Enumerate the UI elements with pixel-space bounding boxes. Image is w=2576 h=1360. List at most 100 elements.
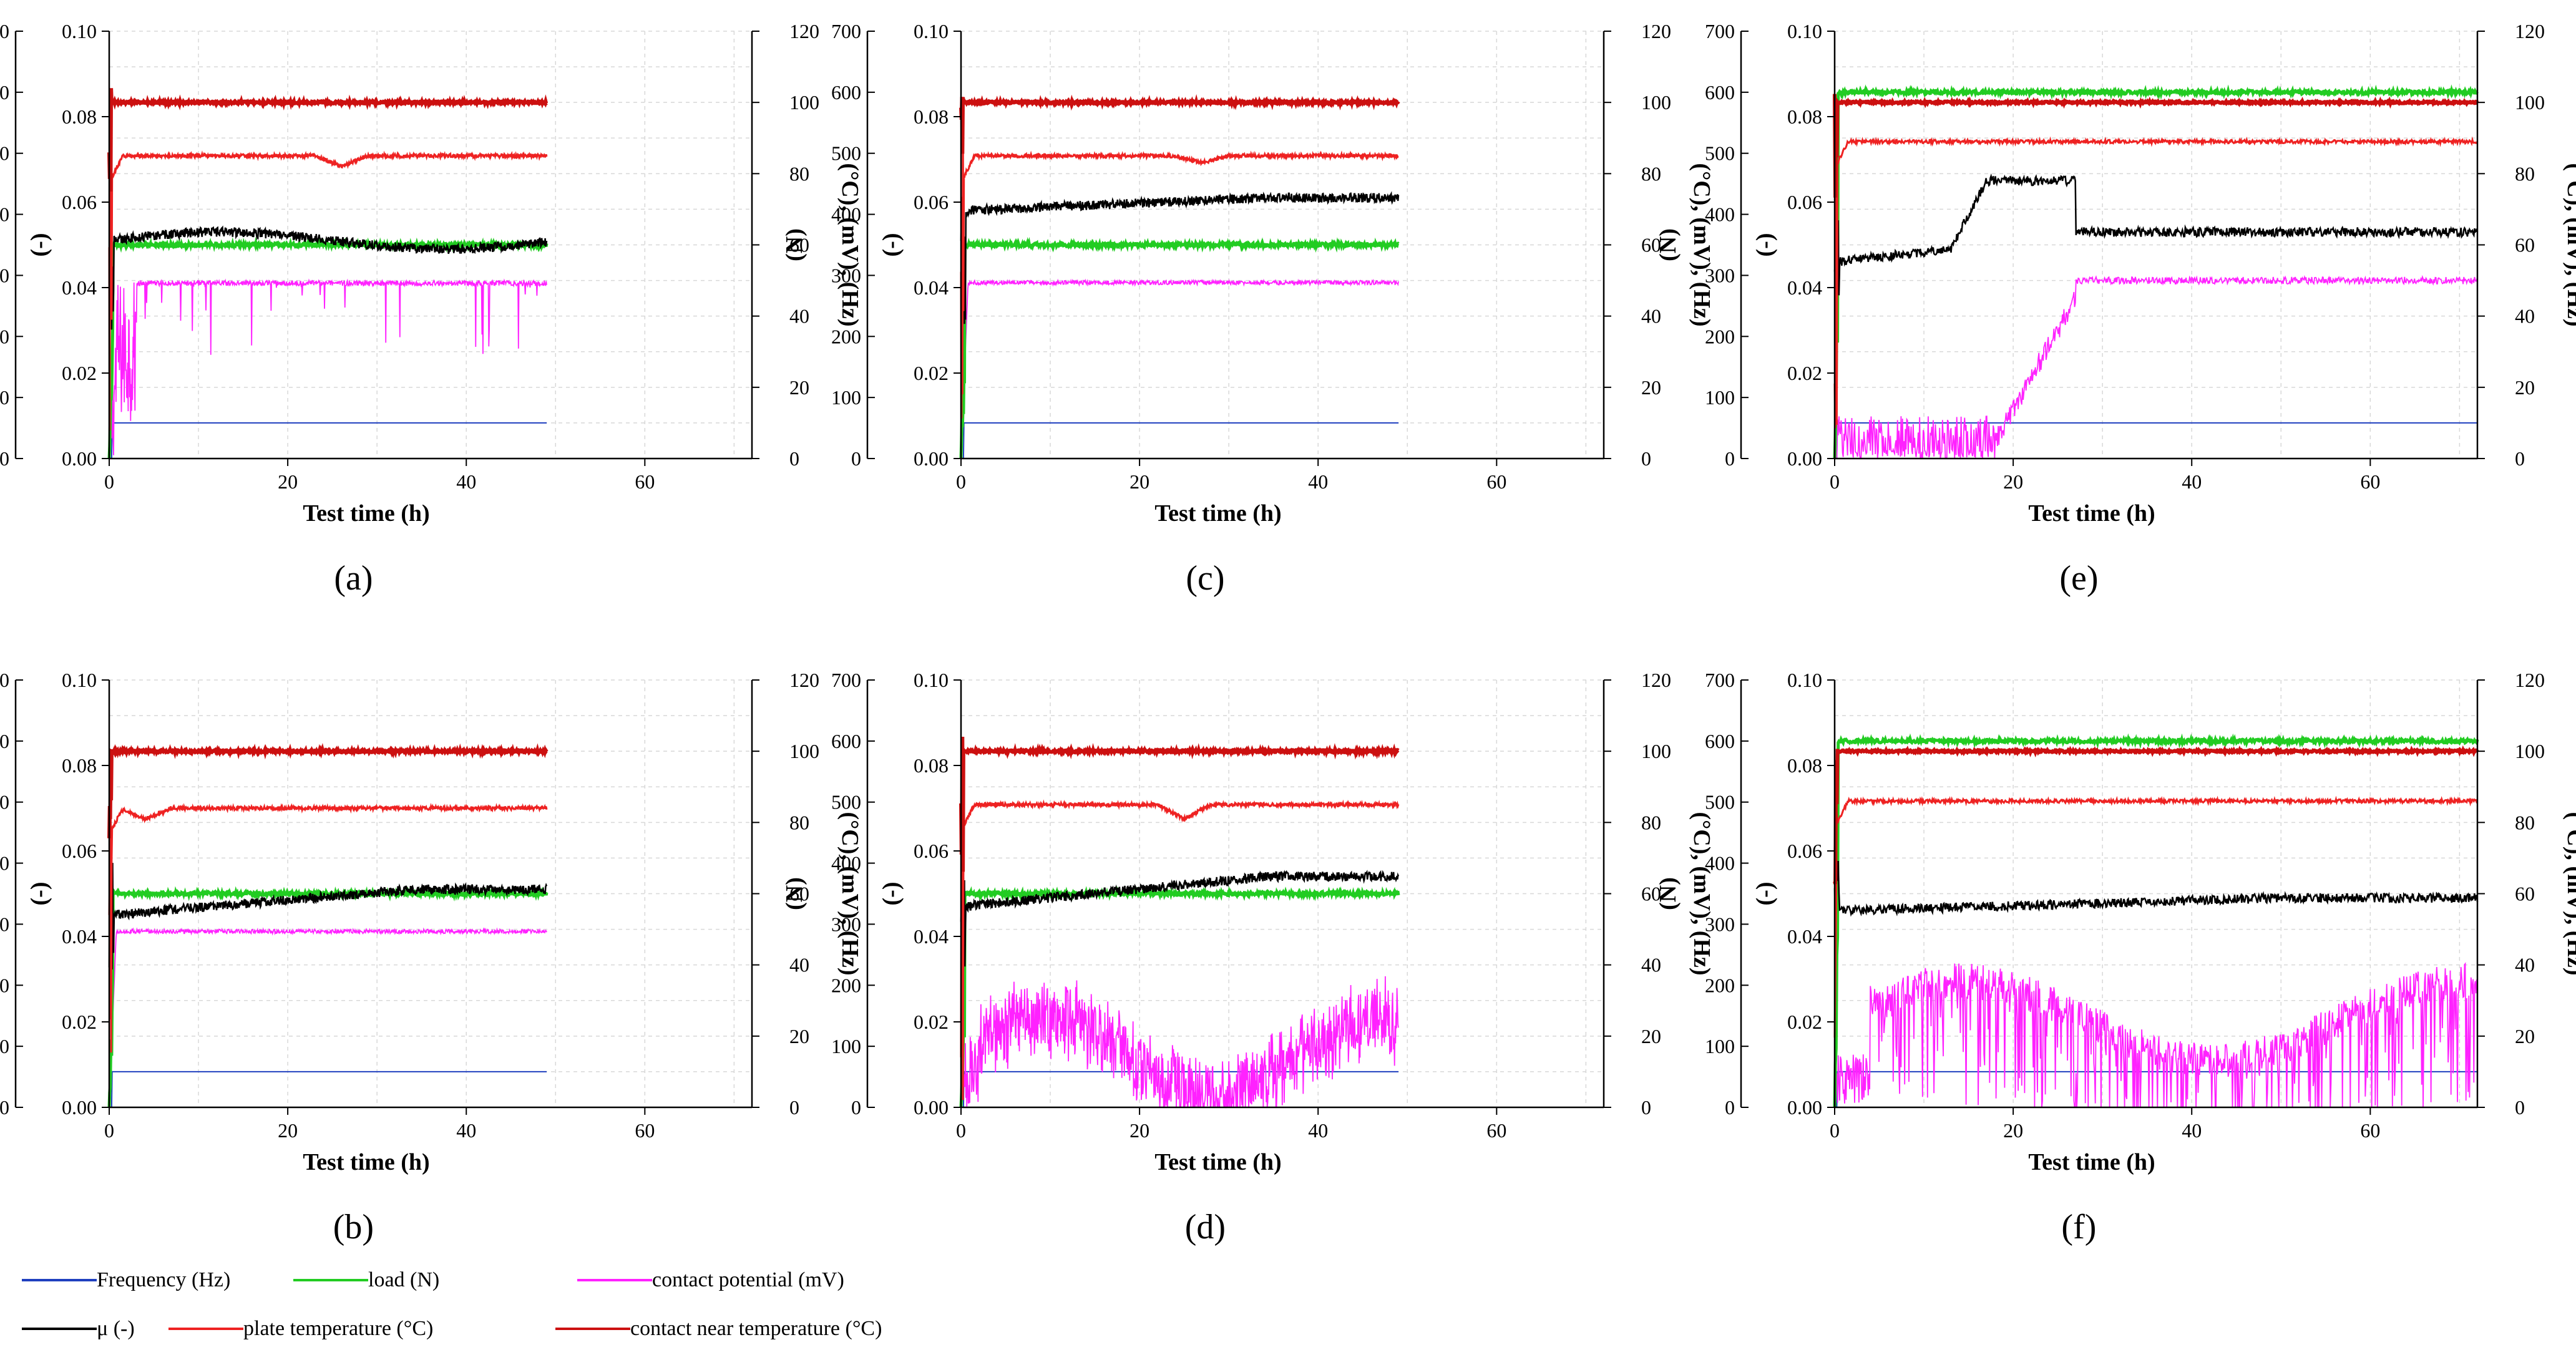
right-tick-label: 80 xyxy=(789,811,809,833)
x-tick-label: 0 xyxy=(104,1119,114,1142)
right-tick-label: 120 xyxy=(2515,20,2545,42)
right-tick-label: 100 xyxy=(2515,740,2545,762)
x-tick-label: 40 xyxy=(2182,1119,2202,1142)
right-tick-label: 80 xyxy=(1641,162,1661,185)
right-tick-label: 20 xyxy=(1641,376,1661,399)
panel-label: (d) xyxy=(1185,1208,1226,1246)
x-tick-label: 40 xyxy=(456,1119,476,1142)
load-tick-label: 0 xyxy=(1725,447,1735,470)
load-axis-label: (N) xyxy=(781,228,807,261)
x-tick-label: 40 xyxy=(1308,1119,1328,1142)
mu-tick-label: 0.00 xyxy=(914,1096,949,1119)
load-tick-label: 200 xyxy=(0,325,9,347)
panel-label: (f) xyxy=(2061,1208,2096,1246)
load-tick-label: 100 xyxy=(0,1035,9,1057)
load-tick-label: 700 xyxy=(1705,20,1735,42)
load-tick-label: 700 xyxy=(0,669,9,691)
x-axis-label: Test time (h) xyxy=(2028,1149,2155,1175)
mu-tick-label: 0.08 xyxy=(62,754,97,777)
panel-f: 0 20 40 600.000.020.040.060.080.10010020030… xyxy=(1655,669,2576,1246)
right-tick-label: 80 xyxy=(2515,162,2535,185)
x-tick-label: 60 xyxy=(1486,470,1506,493)
load-tick-label: 500 xyxy=(1705,142,1735,165)
right-tick-label: 0 xyxy=(789,1096,799,1119)
load-tick-label: 200 xyxy=(1705,974,1735,996)
mu-tick-label: 0.06 xyxy=(1787,840,1822,862)
right-tick-label: 60 xyxy=(789,234,809,256)
right-tick-label: 0 xyxy=(2515,447,2525,470)
right-tick-label: 100 xyxy=(2515,91,2545,114)
x-tick-label: 60 xyxy=(635,470,655,493)
load-tick-label: 600 xyxy=(1705,81,1735,104)
load-tick-label: 300 xyxy=(831,913,861,935)
load-tick-label: 500 xyxy=(1705,791,1735,814)
right-tick-label: 60 xyxy=(1641,234,1661,256)
right-tick-label: 40 xyxy=(2515,305,2535,328)
mu-tick-label: 0.00 xyxy=(62,1096,97,1119)
mu-axis-label: (-) xyxy=(878,233,904,257)
x-tick-label: 20 xyxy=(2003,1119,2023,1142)
series-plate-temperature xyxy=(960,113,1399,419)
right-axis-label: (°C), (mV), (Hz) xyxy=(1689,163,1715,326)
series-contact-potential xyxy=(109,278,547,459)
right-tick-label: 120 xyxy=(2515,669,2545,691)
right-tick-label: 60 xyxy=(1641,883,1661,905)
mu-tick-label: 0.06 xyxy=(1787,191,1822,213)
load-tick-label: 200 xyxy=(831,974,861,996)
panel-label: (e) xyxy=(2059,559,2098,598)
x-tick-label: 20 xyxy=(278,1119,298,1142)
load-tick-label: 100 xyxy=(831,1035,861,1057)
x-tick-label: 0 xyxy=(1830,1119,1840,1142)
x-tick-label: 40 xyxy=(1308,470,1328,493)
series-load xyxy=(959,236,1400,459)
x-tick-label: 60 xyxy=(635,1119,655,1142)
load-tick-label: 700 xyxy=(831,20,861,42)
legend-item-plate: plate temperature (°C) xyxy=(168,1317,433,1340)
series-plate-temperature xyxy=(1833,795,2478,1038)
series-contact-potential xyxy=(960,976,1399,1109)
load-tick-label: 600 xyxy=(1705,730,1735,752)
right-tick-label: 20 xyxy=(1641,1025,1661,1047)
load-tick-label: 400 xyxy=(831,203,861,226)
right-axis-label: (°C), (mV), (Hz) xyxy=(2562,812,2576,975)
series-mu xyxy=(108,214,548,330)
x-tick-label: 0 xyxy=(956,470,966,493)
x-tick-label: 20 xyxy=(1129,1119,1149,1142)
load-tick-label: 300 xyxy=(0,913,9,935)
legend-item-potential: contact potential (mV) xyxy=(577,1268,844,1291)
mu-tick-label: 0.08 xyxy=(914,754,949,777)
mu-tick-label: 0.10 xyxy=(62,20,97,42)
right-tick-label: 100 xyxy=(1641,740,1671,762)
load-tick-label: 0 xyxy=(0,1096,9,1119)
series-mu xyxy=(108,863,548,971)
series-frequency xyxy=(1835,1071,2477,1108)
panel-label: (b) xyxy=(333,1208,374,1246)
series-mu xyxy=(1833,173,2479,296)
mu-tick-label: 0.10 xyxy=(62,669,97,691)
mu-tick-label: 0.04 xyxy=(914,276,949,299)
mu-axis-label: (-) xyxy=(878,882,904,906)
right-tick-label: 20 xyxy=(2515,1025,2535,1047)
load-axis-label: (N) xyxy=(781,877,807,910)
right-tick-label: 0 xyxy=(2515,1096,2525,1119)
load-tick-label: 100 xyxy=(1705,1035,1735,1057)
mu-tick-label: 0.04 xyxy=(1787,925,1822,948)
x-axis-label: Test time (h) xyxy=(1154,1149,1281,1175)
series-load xyxy=(107,886,549,1108)
right-tick-label: 80 xyxy=(1641,811,1661,833)
mu-tick-label: 0.02 xyxy=(914,1011,949,1033)
mu-tick-label: 0.00 xyxy=(914,447,949,470)
right-tick-label: 60 xyxy=(789,883,809,905)
load-tick-label: 300 xyxy=(1705,913,1735,935)
legend: Frequency (Hz) load (N) contact potential … xyxy=(22,1268,882,1340)
load-tick-label: 400 xyxy=(0,203,9,226)
load-tick-label: 200 xyxy=(1705,325,1735,347)
load-tick-label: 100 xyxy=(1705,386,1735,409)
legend-item-frequency: Frequency (Hz) xyxy=(22,1268,230,1291)
right-tick-label: 120 xyxy=(1641,669,1671,691)
x-tick-label: 0 xyxy=(1830,470,1840,493)
right-tick-label: 80 xyxy=(789,162,809,185)
series-contact-near-temperature xyxy=(107,742,549,838)
right-tick-label: 120 xyxy=(789,669,819,691)
panel-label: (c) xyxy=(1186,559,1224,598)
